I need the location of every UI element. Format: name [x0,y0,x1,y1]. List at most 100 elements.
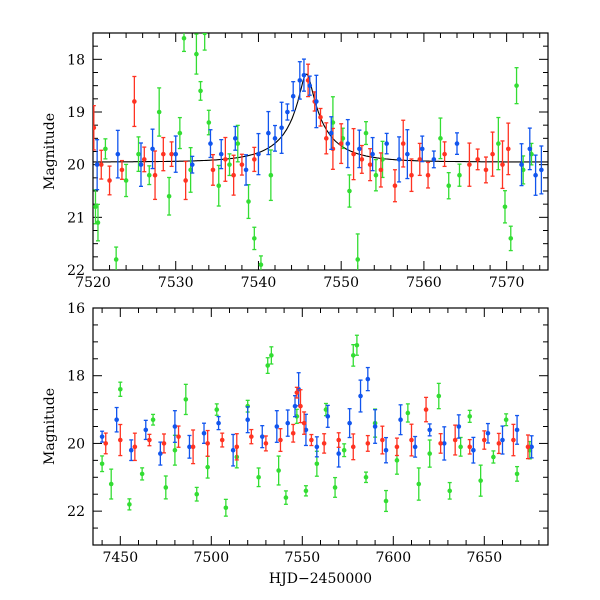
x-tick-label: 7570 [489,275,525,291]
data-point [285,103,290,121]
data-point [231,154,236,196]
data-point [93,105,97,151]
data-point [365,434,371,452]
data-point [519,143,524,187]
data-point [323,122,329,155]
data-point [107,165,112,196]
x-tick-label: 7650 [466,550,502,566]
data-point [309,433,314,447]
data-point [256,132,261,176]
data-point [423,396,429,423]
data-point [256,467,261,488]
data-point [189,155,195,174]
data-point [533,154,538,196]
data-point [235,124,241,163]
data-point [266,110,271,156]
data-point [363,121,369,146]
data-point [539,145,544,195]
data-point [358,379,363,413]
data-point [496,116,501,171]
data-point [208,129,213,159]
data-point [321,433,327,454]
data-point [202,33,207,51]
data-point [95,203,101,242]
data-point [370,136,375,172]
data-point [146,165,152,186]
data-point [525,434,531,460]
data-point [328,116,334,151]
data-point [263,435,269,452]
data-point [128,439,134,462]
data-point [239,153,245,176]
data-point [383,436,389,464]
data-point [417,142,423,177]
x-axis-label: HJD−2450000 [269,571,372,587]
data-point [427,439,433,468]
data-point [269,346,274,365]
data-point [314,436,320,458]
data-point [259,425,265,449]
data-point [150,128,155,170]
data-point [336,432,342,448]
data-point [482,430,487,450]
data-point [355,233,361,270]
series-blue [94,58,544,196]
data-point [457,163,462,187]
y-tick-label: 18 [67,52,85,68]
data-point [147,433,152,447]
data-point [412,435,418,458]
data-point [441,426,447,461]
data-point [183,160,188,201]
data-point [350,344,356,367]
data-point [347,408,352,439]
data-point [367,148,373,182]
data-point [166,176,172,216]
data-point [103,432,109,455]
data-point [392,169,398,203]
y-tick-label: 21 [67,210,85,226]
data-point [372,409,378,444]
data-point [394,437,400,457]
data-point [103,138,108,160]
data-point [416,467,422,501]
x-tick-label: 7500 [193,550,229,566]
data-point [307,75,313,96]
data-point [285,409,291,437]
data-point [114,406,119,433]
data-point [458,436,463,457]
data-point [214,403,220,416]
data-point [206,109,212,136]
y-axis-label: Magnitude [42,388,58,465]
data-point [177,116,183,150]
data-point [173,135,179,173]
data-point [359,144,365,174]
data-point [232,125,238,151]
data-point [363,471,369,484]
data-point [246,184,251,220]
data-point [115,129,121,179]
top-panel: 7520 7530 7540 7550 7560 7570 18 19 20 21 22 Magnit… [42,32,549,291]
data-point [234,433,240,461]
data-point [290,423,296,443]
data-point [514,414,520,445]
data-point [252,226,257,251]
plot-area [99,334,534,517]
x-tick-label: 7520 [75,275,111,291]
data-point [475,148,480,171]
plot-frame [92,32,549,271]
data-point [301,411,307,435]
data-point [431,150,437,169]
data-point [471,436,476,464]
data-point [258,255,264,270]
data-point [354,334,360,356]
bottom-panel: 7450 7500 7550 7600 7650 16 18 20 22 Magnitude HJD… [42,301,549,587]
data-point [467,142,472,187]
data-point [245,406,250,434]
data-point [491,450,496,464]
y-tick-label: 18 [67,369,85,385]
data-point [136,136,141,173]
data-point [141,146,147,173]
data-point [405,129,410,180]
data-point [405,403,411,423]
data-point [150,413,156,426]
